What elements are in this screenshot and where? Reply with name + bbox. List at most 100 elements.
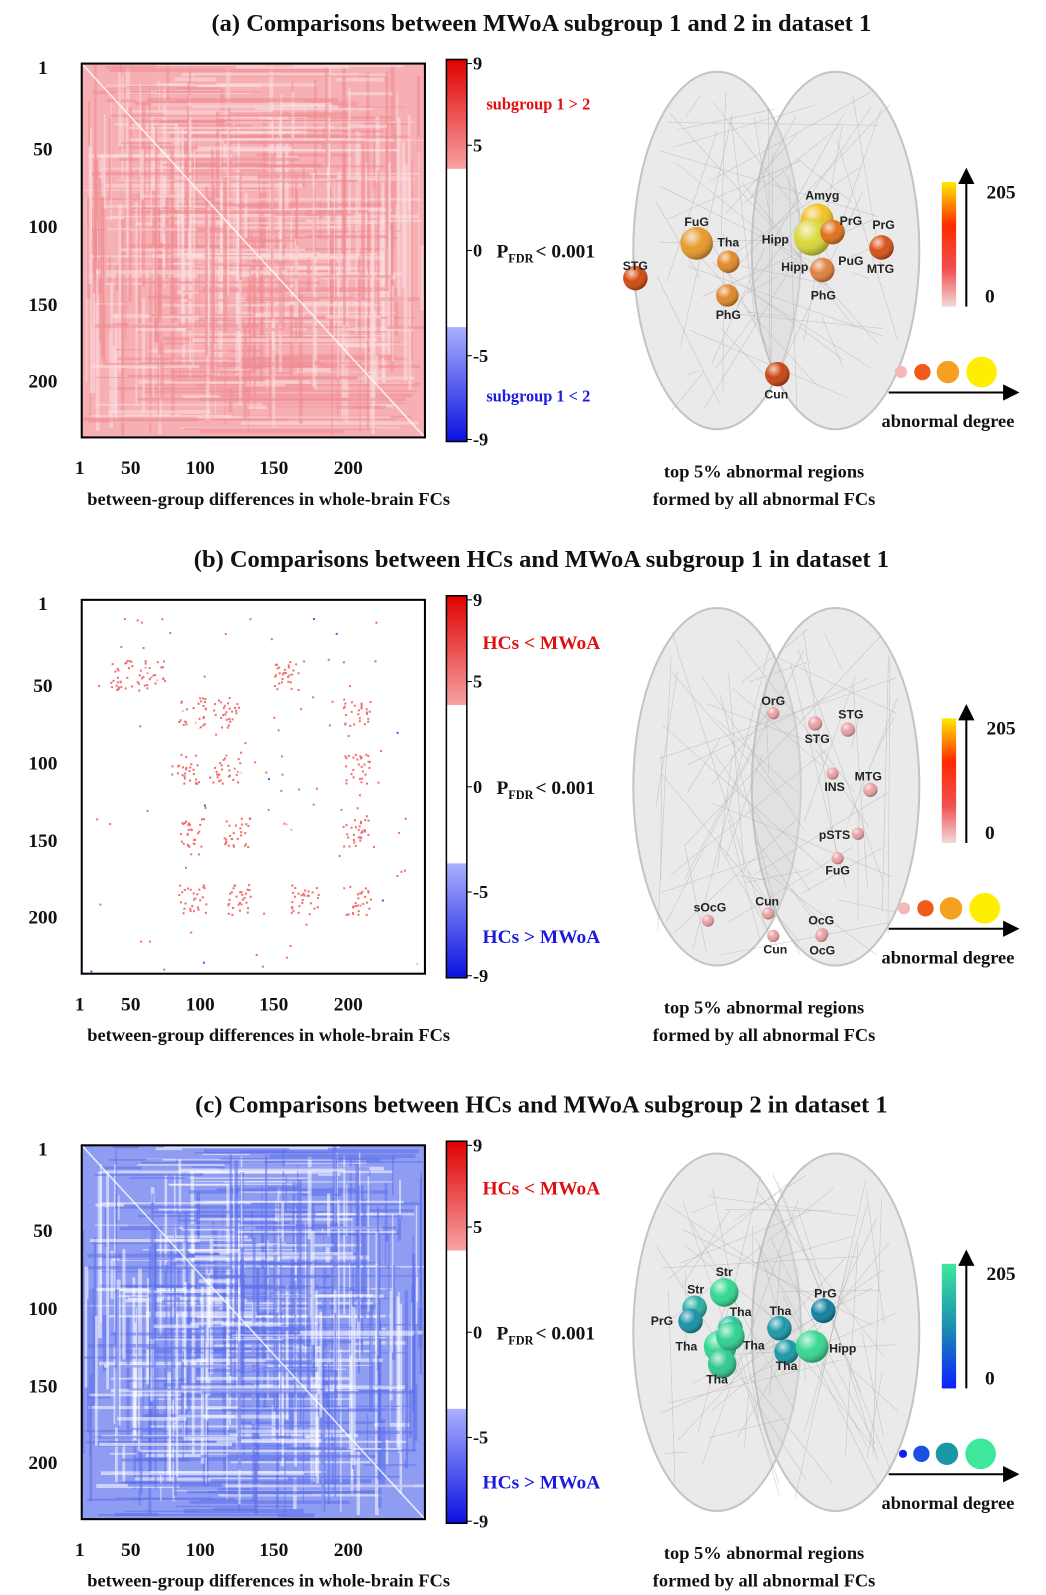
- matrix-texture: [365, 782, 369, 785]
- matrix-texture: [297, 892, 300, 895]
- matrix-texture: [288, 674, 291, 677]
- matrix-texture: [229, 1154, 232, 1376]
- region-label: Tha: [717, 235, 739, 249]
- matrix-texture: [231, 710, 234, 713]
- matrix-texture: [274, 675, 277, 678]
- matrix-texture: [88, 1343, 157, 1348]
- matrix-texture: [350, 773, 353, 776]
- matrix-texture: [184, 343, 407, 345]
- matrix-texture: [300, 1193, 342, 1196]
- matrix-texture: [306, 253, 311, 291]
- matrix-texture: [88, 146, 93, 284]
- matrix-texture: [100, 1471, 305, 1476]
- matrix-texture: [240, 823, 243, 826]
- matrix-texture: [274, 354, 396, 358]
- region-node-shade: [831, 852, 844, 865]
- matrix-texture: [130, 138, 348, 142]
- panel-title: (a) Comparisons between MWoA subgroup 1 …: [212, 10, 872, 37]
- matrix-texture: [235, 773, 238, 776]
- matrix-texture: [182, 1148, 290, 1151]
- brain-connection: [866, 1190, 885, 1325]
- matrix-texture: [233, 111, 235, 277]
- matrix-texture: [163, 213, 306, 217]
- matrix-texture: [226, 1271, 229, 1431]
- matrix-texture: [378, 1324, 382, 1509]
- matrix-texture: [404, 1290, 409, 1469]
- matrix-texture: [189, 909, 192, 912]
- x-tick-label: 150: [259, 1540, 288, 1561]
- matrix-texture: [128, 660, 131, 663]
- matrix-texture: [197, 1218, 353, 1221]
- matrix-texture: [278, 260, 282, 327]
- matrix-texture: [380, 749, 383, 753]
- matrix-texture: [259, 116, 289, 120]
- matrix-texture: [229, 1202, 420, 1206]
- matrix-texture: [337, 1199, 340, 1406]
- matrix-texture: [332, 1437, 334, 1491]
- matrix-texture: [369, 898, 372, 901]
- matrix-texture: [90, 1239, 200, 1243]
- matrix-texture: [199, 726, 203, 729]
- panel-title: (b) Comparisons between HCs and MWoA sub…: [194, 546, 889, 573]
- matrix-texture: [354, 902, 357, 905]
- matrix-texture: [276, 667, 279, 670]
- matrix-texture: [152, 247, 154, 397]
- matrix-texture: [171, 765, 174, 768]
- matrix-texture: [166, 1262, 168, 1420]
- matrix-texture: [237, 1341, 242, 1470]
- matrix-texture: [178, 1175, 180, 1314]
- matrix-texture: [357, 836, 360, 839]
- matrix-texture: [367, 819, 370, 822]
- matrix-texture: [359, 755, 362, 758]
- matrix-texture: [368, 907, 371, 910]
- matrix-texture: [308, 913, 311, 916]
- matrix-texture: [363, 1464, 417, 1466]
- brain-connection: [734, 1174, 807, 1221]
- matrix-texture: [247, 824, 250, 828]
- matrix-texture: [89, 1374, 93, 1502]
- matrix-texture: [196, 1376, 350, 1381]
- matrix-texture: [127, 1482, 222, 1487]
- matrix-texture: [334, 1449, 417, 1452]
- matrix-texture: [356, 758, 359, 761]
- matrix-texture: [218, 1494, 382, 1497]
- matrix-texture: [108, 386, 317, 390]
- brain-connection: [741, 182, 856, 329]
- matrix-texture: [213, 198, 421, 201]
- matrix-texture: [347, 836, 350, 839]
- brain-connection: [668, 122, 879, 126]
- matrix-texture: [238, 901, 241, 904]
- matrix-texture: [109, 1452, 137, 1455]
- matrix-texture: [184, 139, 188, 258]
- brain-connection: [852, 685, 868, 890]
- brain-connection: [661, 1312, 897, 1414]
- matrix-texture: [151, 674, 155, 677]
- matrix-texture: [235, 895, 238, 898]
- matrix-texture: [136, 1307, 138, 1398]
- matrix-texture: [224, 757, 227, 760]
- matrix-texture: [349, 885, 352, 888]
- matrix-texture: [281, 773, 284, 776]
- matrix-texture: [200, 1214, 403, 1218]
- matrix-texture: [221, 782, 224, 785]
- matrix-texture: [200, 1454, 376, 1458]
- matrix-texture: [236, 1231, 396, 1234]
- colorbar-red: [446, 59, 467, 169]
- brain-connection: [712, 703, 775, 784]
- brain-connection: [818, 1180, 867, 1393]
- brain-connection: [709, 1196, 856, 1217]
- matrix-texture: [88, 420, 209, 423]
- matrix-texture: [173, 1431, 177, 1496]
- matrix-texture: [94, 158, 97, 304]
- matrix-texture: [365, 901, 368, 904]
- matrix-texture: [274, 301, 373, 305]
- matrix-texture: [254, 108, 374, 111]
- brain-connection: [715, 315, 755, 369]
- matrix-texture: [165, 112, 278, 117]
- matrix-texture: [194, 838, 197, 841]
- matrix-texture: [216, 773, 219, 776]
- y-tick-label: 100: [28, 753, 57, 774]
- matrix-texture: [204, 911, 207, 914]
- matrix-texture: [354, 826, 357, 829]
- matrix-texture: [240, 341, 400, 344]
